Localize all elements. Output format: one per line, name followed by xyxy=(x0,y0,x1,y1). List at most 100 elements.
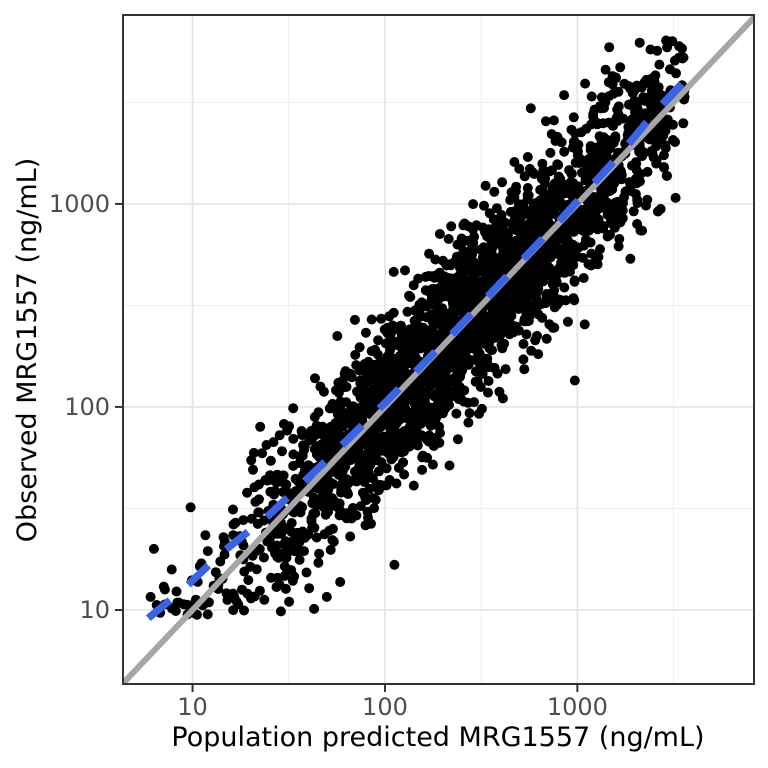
data-point xyxy=(288,460,299,471)
data-point xyxy=(328,536,339,547)
data-point xyxy=(310,508,321,519)
data-point xyxy=(242,588,253,599)
data-point xyxy=(559,90,570,101)
data-point xyxy=(604,204,615,215)
data-point xyxy=(381,480,392,491)
data-point xyxy=(572,146,583,157)
data-point xyxy=(219,549,230,560)
data-point xyxy=(630,189,641,200)
data-point xyxy=(339,382,350,393)
data-point xyxy=(490,325,501,336)
data-point xyxy=(352,361,363,372)
data-point xyxy=(493,234,504,245)
data-point xyxy=(243,575,254,586)
data-point xyxy=(446,221,457,232)
data-point xyxy=(629,95,640,106)
data-point xyxy=(341,474,352,485)
data-point xyxy=(451,408,462,419)
data-point xyxy=(374,466,384,477)
data-point xyxy=(616,204,627,215)
data-point xyxy=(484,256,494,267)
data-point xyxy=(468,339,479,350)
data-point xyxy=(381,463,392,474)
data-point xyxy=(642,194,653,205)
data-point xyxy=(509,157,520,167)
data-point xyxy=(392,410,403,421)
data-point xyxy=(598,221,609,231)
data-point xyxy=(619,192,629,203)
x-tick-label: 10 xyxy=(177,693,208,721)
data-point xyxy=(440,403,451,414)
data-point xyxy=(341,397,352,408)
data-point xyxy=(445,319,456,330)
data-point xyxy=(569,375,580,386)
data-point xyxy=(522,194,533,205)
data-point xyxy=(614,234,625,244)
x-axis-title: Population predicted MRG1557 (ng/mL) xyxy=(171,722,704,753)
data-point xyxy=(552,159,563,170)
data-point xyxy=(258,515,269,526)
data-point xyxy=(402,306,413,317)
data-point xyxy=(427,459,438,470)
data-point xyxy=(430,363,441,374)
data-point xyxy=(646,73,657,84)
data-point xyxy=(615,62,626,73)
data-point xyxy=(444,460,455,471)
data-point xyxy=(257,448,268,459)
data-point xyxy=(547,279,558,290)
data-point xyxy=(174,597,184,608)
data-point xyxy=(595,244,605,255)
data-point xyxy=(296,426,307,436)
data-point xyxy=(551,244,562,255)
data-point xyxy=(396,320,406,331)
data-point xyxy=(598,118,608,129)
data-point xyxy=(586,91,597,102)
data-point xyxy=(170,606,181,616)
data-point xyxy=(526,284,537,295)
data-point xyxy=(279,571,290,581)
data-point xyxy=(281,552,292,563)
data-point xyxy=(281,479,292,490)
data-point xyxy=(463,397,474,408)
data-point xyxy=(565,226,576,237)
data-point xyxy=(492,265,503,276)
data-point xyxy=(519,364,530,375)
data-point xyxy=(392,403,403,414)
data-point xyxy=(383,329,394,340)
data-point xyxy=(418,325,429,336)
data-point xyxy=(513,297,524,308)
data-point xyxy=(432,388,443,399)
data-point xyxy=(538,298,548,308)
data-point xyxy=(489,362,500,373)
data-point xyxy=(463,417,474,428)
data-point xyxy=(301,567,312,578)
data-point xyxy=(476,266,487,277)
data-point xyxy=(254,494,264,505)
data-point xyxy=(452,239,463,250)
data-point xyxy=(569,275,580,286)
data-point xyxy=(527,206,538,217)
data-point xyxy=(566,168,577,179)
data-point xyxy=(338,408,349,419)
data-point xyxy=(500,217,510,228)
data-point xyxy=(319,529,330,540)
data-point xyxy=(625,253,636,264)
y-tick-label: 1000 xyxy=(49,190,110,218)
data-point xyxy=(581,164,592,175)
data-point xyxy=(288,433,299,444)
data-point xyxy=(505,206,516,217)
data-point xyxy=(536,250,547,261)
data-point xyxy=(418,404,428,415)
data-point xyxy=(476,364,487,375)
data-point xyxy=(586,119,597,130)
data-point xyxy=(651,158,662,169)
data-point xyxy=(432,336,443,347)
data-point xyxy=(550,293,561,304)
data-point xyxy=(497,177,508,188)
data-point xyxy=(430,254,441,265)
data-point xyxy=(311,532,322,543)
data-point xyxy=(372,349,383,360)
data-point xyxy=(346,372,357,383)
